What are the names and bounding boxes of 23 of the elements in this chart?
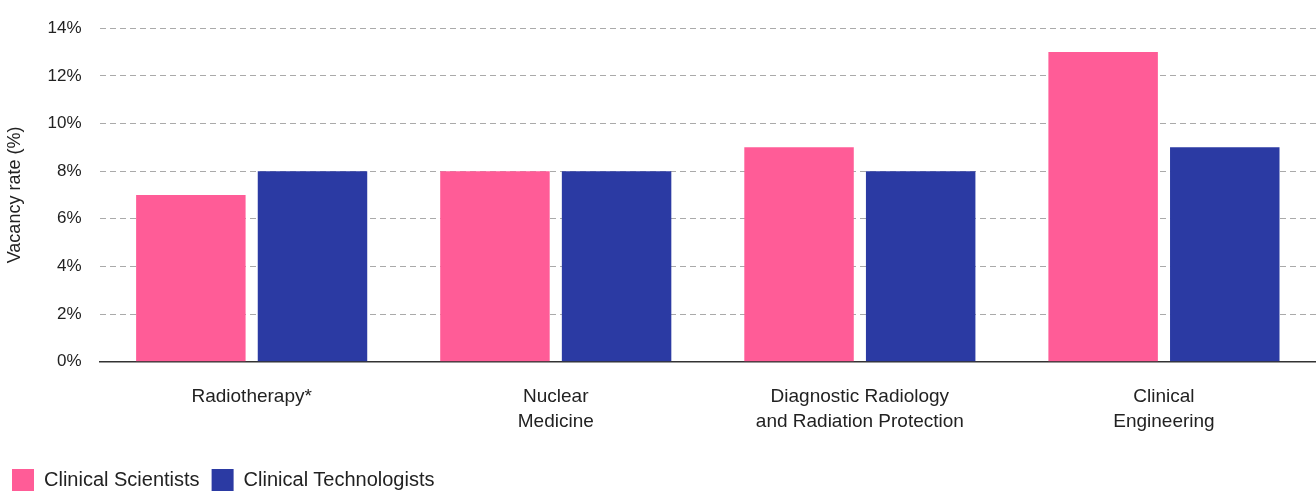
x-tick-label: Radiotherapy*	[191, 384, 313, 406]
y-tick-label: 2%	[57, 303, 82, 323]
bar	[440, 171, 550, 362]
x-tick-label: Diagnostic Radiology and Radiation Protection	[755, 384, 964, 432]
bar	[1170, 147, 1280, 362]
bar	[136, 194, 246, 362]
y-tick-label: 14%	[47, 17, 82, 37]
y-tick-label: 6%	[57, 208, 82, 228]
y-tick-label: 4%	[57, 256, 82, 276]
bar	[744, 147, 854, 362]
bar	[1048, 52, 1158, 362]
y-tick-label: 12%	[47, 65, 82, 85]
y-tick-label: 8%	[57, 160, 82, 180]
y-axis-title: Vacancy rate (%)	[3, 126, 24, 264]
bar	[865, 171, 976, 362]
y-tick-label: 10%	[47, 113, 82, 133]
x-tick-label: Nuclear Medicine	[517, 384, 594, 432]
y-tick-label: 0%	[57, 351, 82, 371]
bar	[561, 171, 672, 362]
x-tick-label: Clinical Engineering	[1113, 384, 1215, 432]
legend-label: Clinical Scientists	[44, 467, 200, 490]
legend-label: Clinical Technologists	[243, 467, 435, 490]
bar	[257, 171, 368, 362]
